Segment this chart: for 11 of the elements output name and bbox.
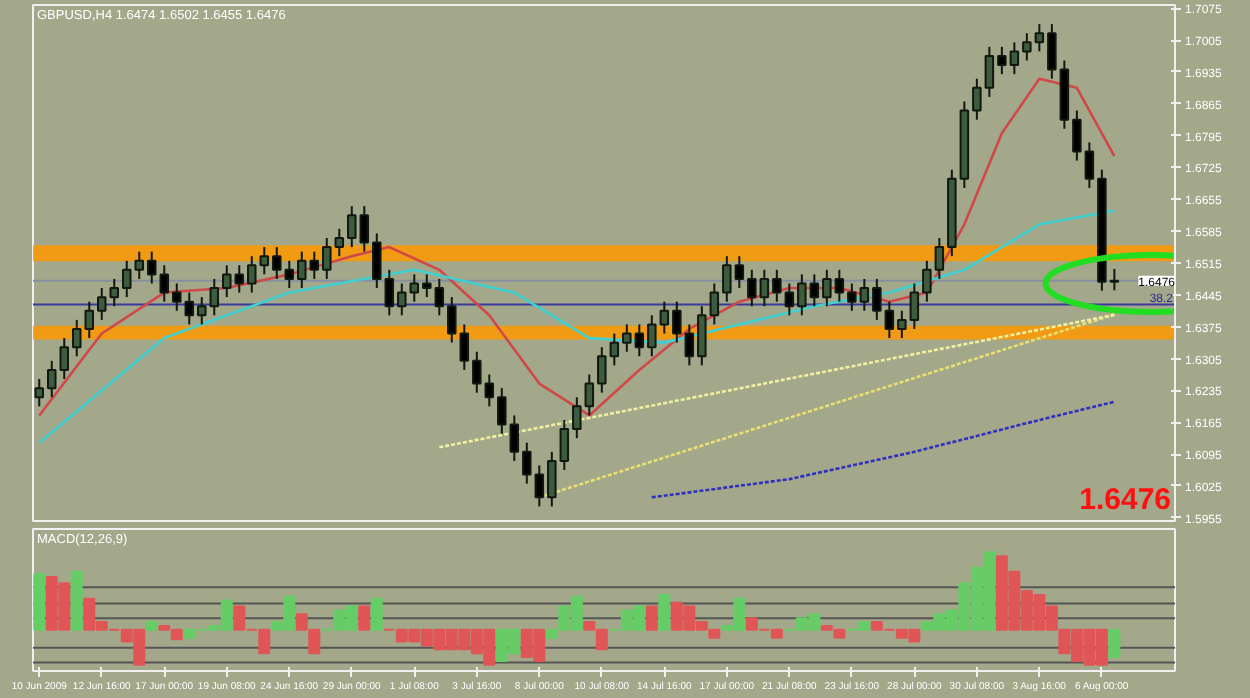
bar [658, 593, 671, 631]
annotation: 1.6476 [1079, 483, 1172, 517]
bar [70, 570, 83, 631]
line-series [37, 77, 1116, 417]
line-series [37, 209, 1116, 445]
bar [1108, 628, 1121, 659]
bar [145, 621, 158, 631]
bar [33, 573, 46, 631]
bar [645, 605, 658, 631]
bar [358, 605, 371, 631]
bar [370, 597, 383, 631]
